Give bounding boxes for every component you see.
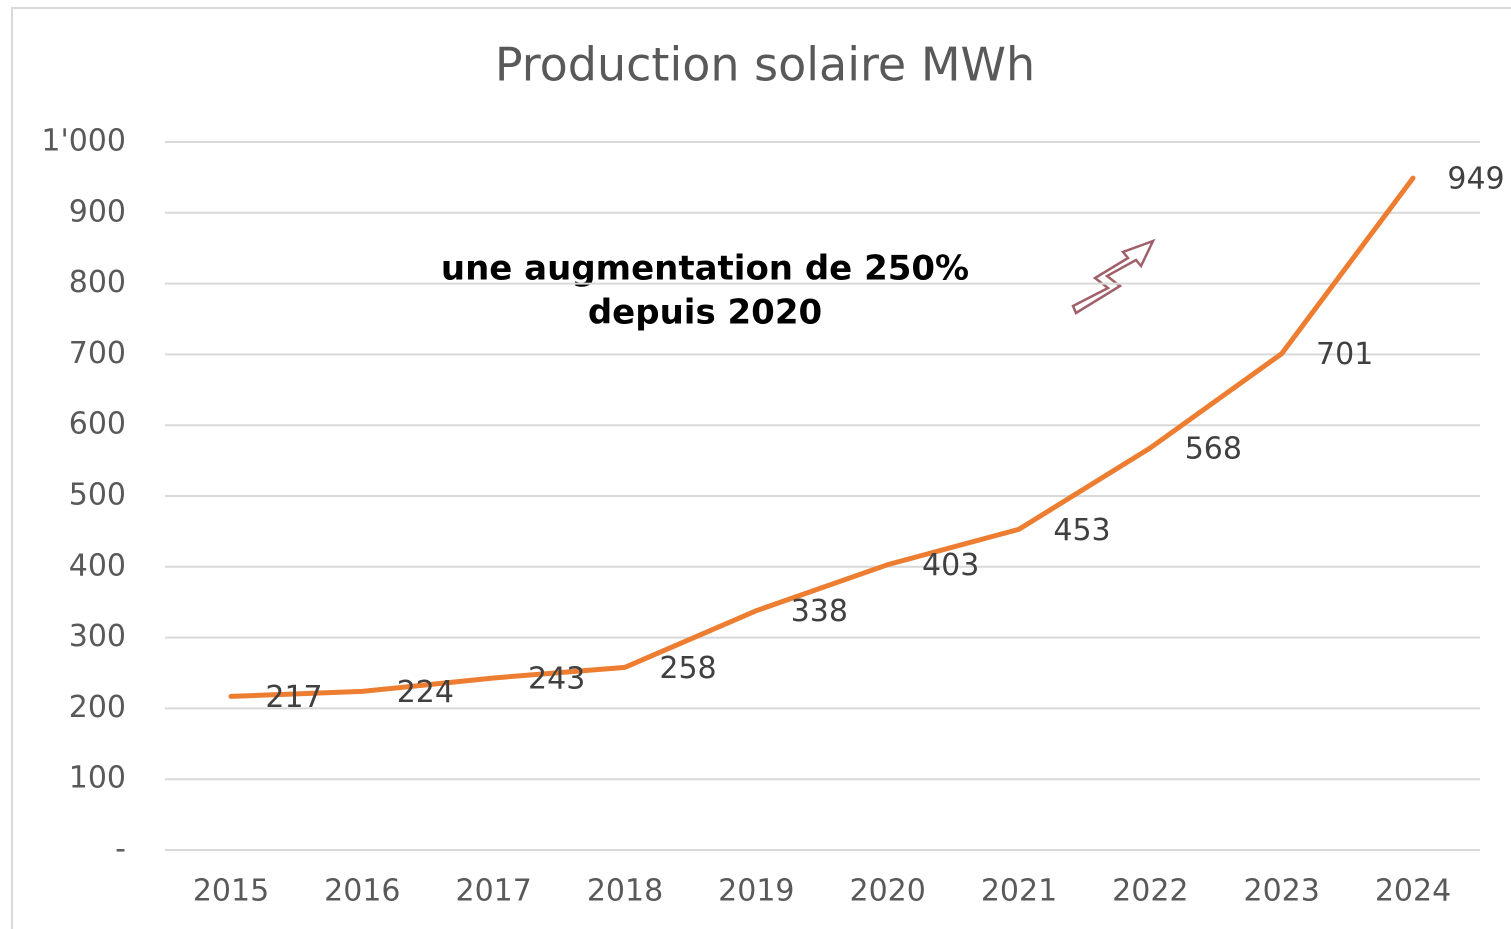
annotation: depuis 2020 bbox=[588, 293, 822, 333]
x-tick-label: 2017 bbox=[455, 874, 531, 909]
x-tick-label: 2015 bbox=[193, 874, 269, 909]
x-tick-label: 2020 bbox=[849, 874, 925, 909]
chart-frame bbox=[11, 7, 1511, 929]
annotation: une augmentation de 250% bbox=[441, 249, 969, 289]
x-tick-label: 2024 bbox=[1375, 874, 1451, 909]
x-tick-label: 2019 bbox=[718, 874, 794, 909]
y-tick-label: 200 bbox=[69, 690, 126, 725]
data-label: 403 bbox=[922, 548, 979, 583]
y-tick-label: 400 bbox=[69, 548, 126, 583]
data-label: 949 bbox=[1447, 162, 1504, 197]
data-label: 701 bbox=[1316, 337, 1373, 372]
y-tick-label: 100 bbox=[69, 761, 126, 796]
data-label: 224 bbox=[397, 675, 454, 710]
chart-title: Production solaire MWh bbox=[495, 38, 1035, 92]
data-label: 243 bbox=[528, 661, 585, 696]
y-tick-label: 800 bbox=[69, 265, 126, 300]
y-tick-label: 500 bbox=[69, 478, 126, 513]
y-tick-label: 600 bbox=[69, 407, 126, 442]
data-label: 338 bbox=[791, 594, 848, 629]
arrow-icon bbox=[1071, 238, 1156, 315]
x-tick-label: 2018 bbox=[587, 874, 663, 909]
data-label: 453 bbox=[1053, 513, 1110, 548]
data-label: 258 bbox=[659, 651, 716, 686]
x-tick-label: 2022 bbox=[1112, 874, 1188, 909]
data-label: 568 bbox=[1185, 431, 1242, 466]
y-tick-label: 1'000 bbox=[41, 124, 126, 159]
x-tick-label: 2023 bbox=[1243, 874, 1319, 909]
y-tick-label: 700 bbox=[69, 336, 126, 371]
line bbox=[228, 175, 1416, 699]
x-tick-label: 2016 bbox=[324, 874, 400, 909]
x-tick-label: 2021 bbox=[981, 874, 1057, 909]
y-tick-label: - bbox=[115, 832, 126, 867]
y-tick-label: 900 bbox=[69, 194, 126, 229]
y-tick-label: 300 bbox=[69, 619, 126, 654]
data-label: 217 bbox=[265, 680, 322, 715]
